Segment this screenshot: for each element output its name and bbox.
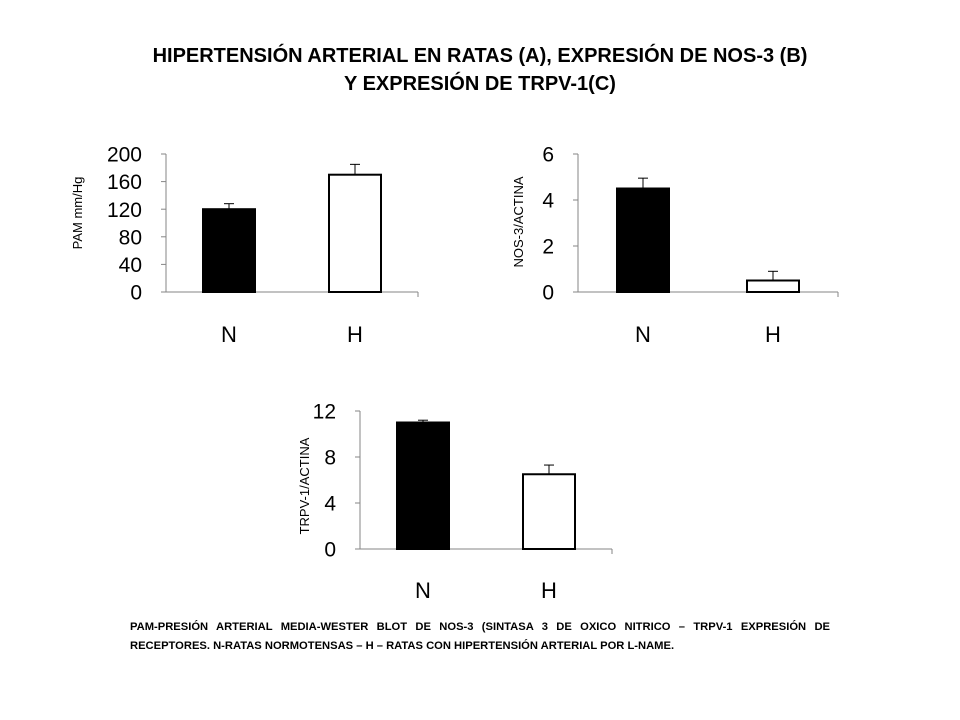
y-tick-label: 160 — [107, 171, 142, 194]
x-category-label: N — [635, 322, 651, 347]
y-tick-label: 80 — [119, 226, 142, 249]
y-tick-label: 200 — [107, 144, 142, 167]
figure-caption: PAM-PRESIÓN ARTERIAL MEDIA-WESTER BLOT D… — [130, 621, 830, 652]
y-axis-label: TRPV-1/ACTINA — [297, 437, 312, 534]
y-tick-label: 0 — [542, 282, 554, 305]
y-tick-label: 0 — [130, 282, 142, 305]
bar-h — [328, 173, 382, 293]
y-axis-label: NOS-3/ACTINA — [511, 176, 526, 267]
y-tick-label: 2 — [542, 236, 554, 259]
y-tick-label: 4 — [324, 493, 336, 516]
x-category-label: N — [415, 578, 431, 603]
x-category-label: H — [765, 322, 781, 347]
y-tick-label: 6 — [542, 144, 554, 167]
bar-n — [202, 208, 256, 293]
y-tick-label: 4 — [542, 190, 554, 213]
slide-title: HIPERTENSIÓN ARTERIAL EN RATAS (A), EXPR… — [0, 42, 960, 98]
y-tick-label: 0 — [324, 539, 336, 562]
bar-h — [522, 473, 576, 550]
bar-n — [396, 421, 450, 550]
bar-n — [616, 187, 670, 293]
x-category-label: H — [347, 322, 363, 347]
y-axis-label: PAM mm/Hg — [70, 177, 85, 250]
y-tick-label: 120 — [107, 199, 142, 222]
chart-1: 0 40 80 120 160 200 PAM mm/Hg N H — [70, 144, 419, 347]
title-line-2: Y EXPRESIÓN DE TRPV-1(C) — [344, 73, 616, 95]
y-tick-label: 40 — [119, 254, 142, 277]
x-category-label: N — [221, 322, 237, 347]
bar-h — [746, 279, 800, 293]
title-line-1: HIPERTENSIÓN ARTERIAL EN RATAS (A), EXPR… — [152, 45, 808, 67]
y-tick-label: 8 — [324, 447, 336, 470]
y-tick-label: 12 — [313, 401, 336, 424]
x-category-label: H — [541, 578, 557, 603]
chart-2: 0 2 4 6 NOS-3/ACTINA N H — [511, 144, 839, 347]
